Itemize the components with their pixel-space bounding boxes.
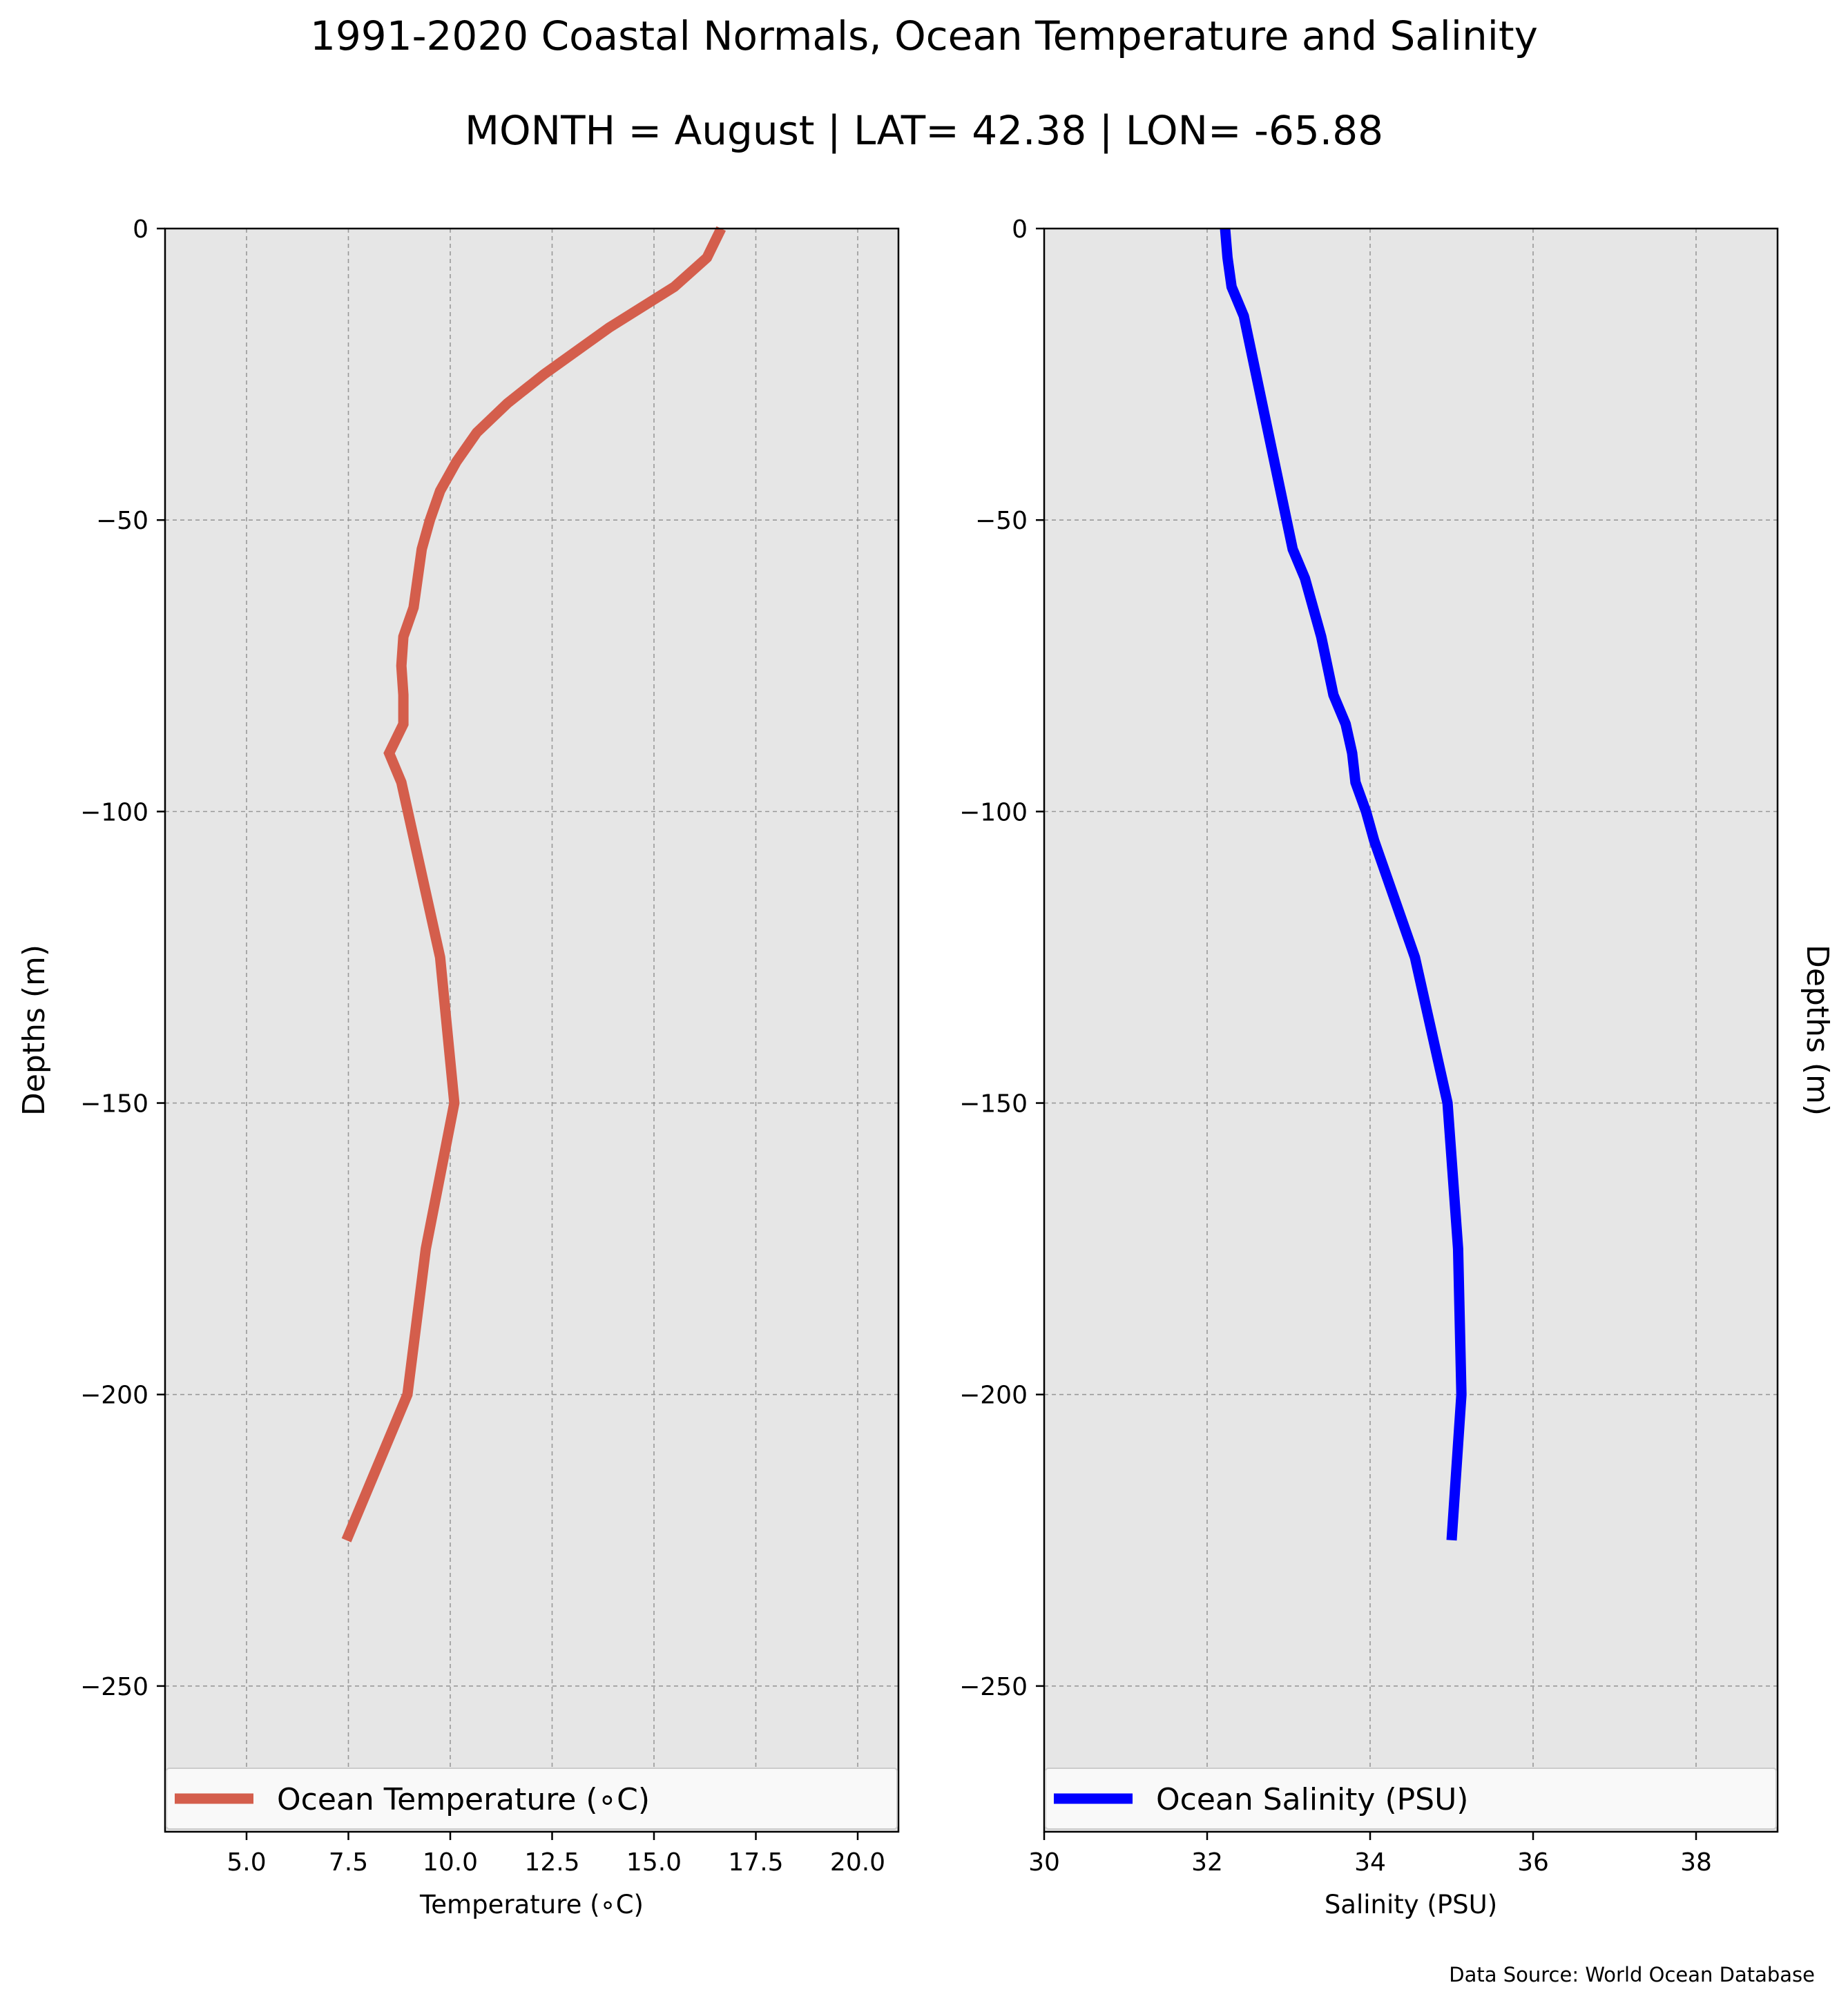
y-tick-label: −150 xyxy=(80,1090,148,1119)
chart-subtitle: MONTH = August | LAT= 42.38 | LON= -65.8… xyxy=(464,107,1383,154)
plot-area xyxy=(1044,229,1778,1832)
x-tick-label: 7.5 xyxy=(329,1848,368,1877)
y-tick-label: −150 xyxy=(959,1090,1028,1119)
x-tick-label: 15.0 xyxy=(626,1848,682,1877)
x-tick-label: 30 xyxy=(1028,1848,1060,1877)
legend: Ocean Temperature (∘C) xyxy=(166,1768,898,1830)
axes-frame xyxy=(164,227,900,1833)
y-axis-label: Depths (m) xyxy=(1800,945,1835,1116)
x-tick-label: 36 xyxy=(1517,1848,1549,1877)
x-tick-label: 32 xyxy=(1191,1848,1223,1877)
legend-label: Ocean Salinity (PSU) xyxy=(1156,1782,1468,1817)
y-tick-label: −100 xyxy=(959,798,1028,826)
legend-box xyxy=(166,1768,898,1830)
y-tick-label: −50 xyxy=(975,507,1028,535)
x-tick-label: 10.0 xyxy=(423,1848,478,1877)
y-tick-label: −250 xyxy=(80,1673,148,1701)
y-tick-label: −50 xyxy=(96,507,148,535)
series-line-0 xyxy=(341,226,726,1542)
x-axis-label: Temperature (∘C) xyxy=(419,1890,644,1919)
axes-frame xyxy=(1043,227,1779,1833)
y-tick-label: −250 xyxy=(959,1673,1028,1701)
x-tick-label: 38 xyxy=(1680,1848,1712,1877)
y-tick-label: 0 xyxy=(133,215,148,244)
x-tick-label: 34 xyxy=(1354,1848,1386,1877)
legend-box xyxy=(1045,1768,1777,1830)
series-line-0 xyxy=(1220,228,1467,1541)
x-tick-label: 20.0 xyxy=(830,1848,885,1877)
x-axis-label: Salinity (PSU) xyxy=(1325,1890,1497,1919)
legend-label: Ocean Temperature (∘C) xyxy=(277,1782,650,1817)
y-tick-label: 0 xyxy=(1012,215,1028,244)
data-source-note: Data Source: World Ocean Database xyxy=(1449,1963,1815,1986)
plot-area xyxy=(165,229,898,1832)
legend: Ocean Salinity (PSU) xyxy=(1045,1768,1777,1830)
x-tick-label: 12.5 xyxy=(524,1848,579,1877)
x-tick-label: 17.5 xyxy=(728,1848,783,1877)
y-axis-label: Depths (m) xyxy=(17,945,52,1116)
x-tick-label: 5.0 xyxy=(227,1848,266,1877)
y-tick-label: −200 xyxy=(959,1382,1028,1410)
y-tick-label: −200 xyxy=(80,1382,148,1410)
salinity-panel: 30 32 34 36 38 0 −50 −100 −150 −200 −250 Salinity (… xyxy=(959,215,1835,1919)
chart-title: 1991-2020 Coastal Normals, Ocean Tempera… xyxy=(310,12,1538,59)
temperature-panel: 5.0 7.5 10.0 12.5 15.0 17.5 20.0 0 −50 −100 −150 −2… xyxy=(17,215,900,1919)
y-tick-label: −100 xyxy=(80,798,148,826)
